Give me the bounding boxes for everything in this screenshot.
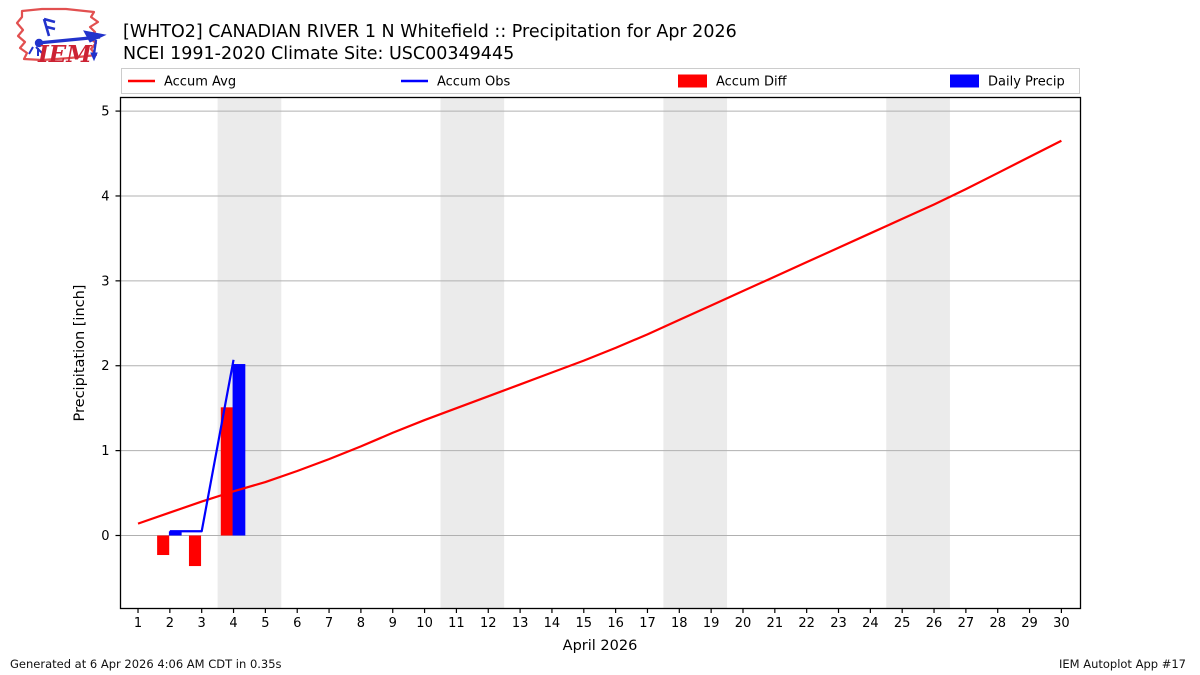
accum-diff-bar	[157, 535, 170, 556]
x-tick-label: 10	[416, 616, 433, 631]
weekend-band	[663, 97, 728, 609]
weekend-band	[886, 97, 950, 609]
daily-precip-bar	[232, 364, 246, 536]
x-tick-label: 5	[261, 616, 269, 631]
x-tick-label: 3	[198, 616, 206, 631]
y-tick-label: 3	[101, 274, 109, 289]
x-tick-label: 9	[389, 616, 397, 631]
x-tick-label: 20	[735, 616, 752, 631]
x-tick-label: 14	[544, 616, 561, 631]
y-axis-label: Precipitation [inch]	[72, 285, 88, 422]
x-axis-label: April 2026	[563, 638, 638, 654]
plot-frame	[119, 96, 1082, 610]
x-tick-label: 26	[926, 616, 943, 631]
iem-logo-text: IEM	[37, 41, 93, 68]
x-tick-label: 27	[958, 616, 975, 631]
y-tick-label: 1	[101, 444, 109, 459]
y-tick-label: 0	[101, 529, 109, 544]
y-tick-label: 2	[101, 359, 109, 374]
x-tick-label: 24	[862, 616, 879, 631]
accum-diff-bar	[220, 407, 233, 536]
weekend-band	[440, 97, 505, 609]
legend-item-accum-avg: Accum Avg	[128, 75, 236, 90]
x-tick-label: 7	[325, 616, 333, 631]
x-tick-label: 4	[229, 616, 237, 631]
daily-precip-swatch-icon	[950, 74, 979, 88]
y-tick-label: 5	[101, 105, 109, 120]
legend-item-accum-diff: Accum Diff	[678, 74, 788, 90]
x-tick-label: 19	[703, 616, 720, 631]
legend-label-accum-obs: Accum Obs	[437, 75, 510, 90]
accum-avg-line	[137, 139, 1062, 525]
x-tick-label: 12	[480, 616, 497, 631]
x-tick-label: 22	[798, 616, 815, 631]
x-tick-label: 17	[639, 616, 656, 631]
x-tick-label: 30	[1053, 616, 1070, 631]
x-tick-label: 6	[293, 616, 301, 631]
accum-diff-bar	[188, 535, 202, 567]
x-tick-label: 28	[989, 616, 1006, 631]
x-tick-label: 16	[607, 616, 624, 631]
x-tick-label: 23	[830, 616, 847, 631]
accum-diff-swatch-icon	[678, 74, 707, 88]
x-tick-label: 29	[1021, 616, 1038, 631]
chart-title: [WHTO2] CANADIAN RIVER 1 N Whitefield ::…	[123, 22, 737, 42]
legend-item-daily-precip: Daily Precip	[950, 74, 1065, 90]
x-tick-label: 15	[576, 616, 593, 631]
x-tick-label: 11	[448, 616, 465, 631]
x-tick-label: 25	[894, 616, 911, 631]
legend-box	[121, 68, 1080, 94]
x-tick-label: 18	[671, 616, 688, 631]
chart-subtitle: NCEI 1991-2020 Climate Site: USC00349445	[123, 44, 514, 64]
legend: Accum Avg Accum Obs Accum Diff Daily Pre…	[121, 68, 1080, 94]
x-tick-label: 13	[512, 616, 529, 631]
weathervane-icon	[28, 17, 107, 62]
plot-area: 1 2 3 4 5 6 7 8 9 10 11 12 13 14 15 16 17 18 19 20 21 22 23 24 2…	[101, 96, 1082, 631]
x-tick-label: 8	[357, 616, 365, 631]
accum-obs-line	[169, 359, 235, 533]
x-tick-label: 21	[767, 616, 784, 631]
y-tick-label: 4	[101, 189, 109, 204]
iem-logo: IEM	[15, 7, 107, 68]
legend-label-daily-precip: Daily Precip	[988, 75, 1065, 90]
legend-label-accum-diff: Accum Diff	[716, 75, 788, 90]
legend-label-accum-avg: Accum Avg	[164, 75, 236, 90]
footer-generated-timestamp: Generated at 6 Apr 2026 4:06 AM CDT in 0…	[10, 657, 282, 671]
footer-app-credit: IEM Autoplot App #17	[1059, 657, 1186, 671]
daily-precip-bar	[168, 531, 182, 536]
x-tick-label: 1	[134, 616, 142, 631]
x-tick-label: 2	[166, 616, 174, 631]
legend-item-accum-obs: Accum Obs	[401, 75, 510, 90]
